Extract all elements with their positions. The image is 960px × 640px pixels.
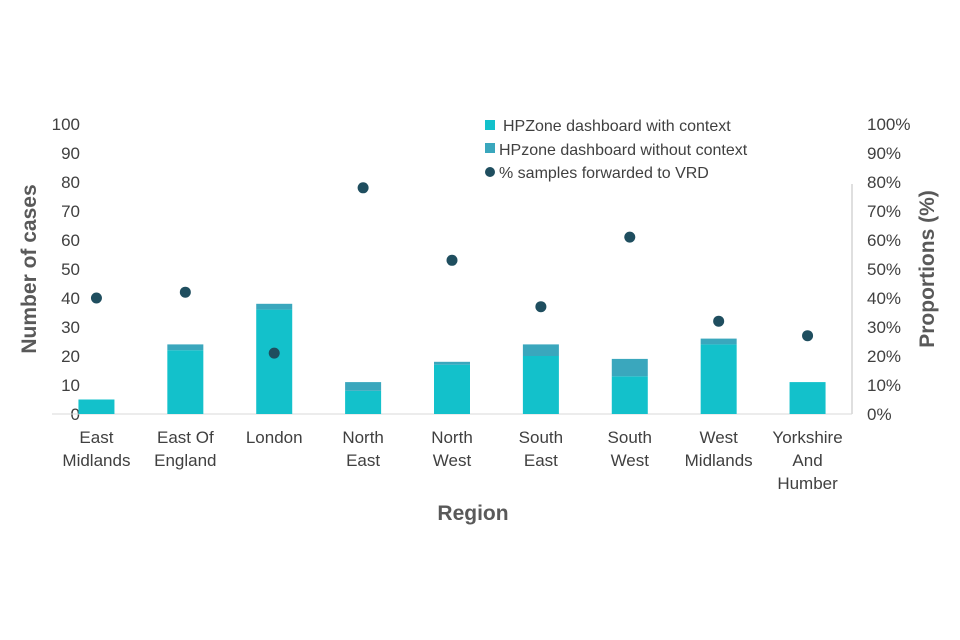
x-tick-label: East Midlands bbox=[62, 428, 130, 470]
y2-tick-label: 30% bbox=[867, 318, 901, 337]
bars bbox=[78, 303, 826, 414]
legend-label-with-context: HPZone dashboard with context bbox=[503, 118, 731, 135]
y2-tick-label: 60% bbox=[867, 231, 901, 250]
y2-tick-label: 50% bbox=[867, 260, 901, 279]
bar-without-context bbox=[522, 344, 559, 356]
legend-marker-vrd bbox=[485, 167, 495, 177]
bar-with-context bbox=[78, 399, 115, 414]
bar-with-context bbox=[522, 356, 559, 414]
x-tick-label: North West bbox=[431, 428, 473, 470]
y2-tick-label: 20% bbox=[867, 347, 901, 366]
point-vrd bbox=[357, 182, 369, 194]
bar-with-context bbox=[434, 364, 470, 414]
y-tick-label: 30 bbox=[61, 318, 80, 337]
point-vrd bbox=[713, 315, 725, 327]
point-vrd bbox=[268, 347, 280, 359]
bar-with-context bbox=[700, 344, 737, 414]
y-tick-label: 50 bbox=[61, 260, 80, 279]
x-tick-label: West Midlands bbox=[685, 428, 753, 470]
y-tick-label: 90 bbox=[61, 144, 80, 163]
y2-tick-label: 70% bbox=[867, 202, 901, 221]
bar-with-context bbox=[167, 350, 204, 414]
point-vrd bbox=[90, 292, 102, 304]
y2-axis-title: Proportions (%) bbox=[916, 190, 939, 348]
y-tick-label: 80 bbox=[61, 173, 80, 192]
bar-with-context bbox=[345, 390, 382, 414]
bar-without-context bbox=[700, 338, 737, 345]
bar-with-context bbox=[256, 309, 293, 414]
y2-tick-label: 80% bbox=[867, 173, 901, 192]
category-labels: East Midlands East Of England London North Eas… bbox=[62, 428, 842, 493]
y-tick-label: 70 bbox=[61, 202, 80, 221]
x-tick-label: North East bbox=[342, 428, 384, 470]
x-axis-title: Region bbox=[437, 502, 508, 525]
y2-axis-ticks: 0% 10% 20% 30% 40% 50% 60% 70% 80% 90% 100% bbox=[867, 115, 910, 424]
bar-without-context bbox=[256, 303, 293, 310]
x-tick-label: East Of England bbox=[154, 428, 216, 470]
legend-label-vrd: % samples forwarded to VRD bbox=[499, 165, 709, 182]
point-vrd bbox=[179, 286, 191, 298]
y-tick-label: 20 bbox=[61, 347, 80, 366]
bar-without-context bbox=[434, 361, 470, 365]
bar-without-context bbox=[167, 344, 204, 351]
point-vrd bbox=[446, 254, 458, 266]
y2-tick-label: 90% bbox=[867, 144, 901, 163]
point-vrd bbox=[802, 330, 814, 342]
bar-without-context bbox=[345, 382, 382, 391]
legend: HPZone dashboard with context HPzone das… bbox=[485, 118, 748, 182]
y-tick-label: 100 bbox=[52, 115, 80, 134]
bar-with-context bbox=[789, 382, 826, 414]
x-tick-label: South West bbox=[608, 428, 652, 470]
y-tick-label: 60 bbox=[61, 231, 80, 250]
legend-swatch-without-context bbox=[485, 143, 495, 153]
bar-without-context bbox=[611, 358, 648, 377]
x-tick-label: South East bbox=[519, 428, 563, 470]
y2-tick-label: 0% bbox=[867, 405, 892, 424]
point-vrd bbox=[624, 231, 636, 243]
point-vrd bbox=[535, 301, 547, 313]
y-tick-label: 10 bbox=[61, 376, 80, 395]
y-axis-title: Number of cases bbox=[18, 184, 41, 353]
y2-tick-label: 100% bbox=[867, 115, 910, 134]
legend-label-without-context: HPzone dashboard without context bbox=[499, 142, 748, 159]
x-tick-label: Yorkshire And Humber bbox=[772, 428, 842, 493]
points bbox=[90, 182, 814, 359]
y2-tick-label: 10% bbox=[867, 376, 901, 395]
y2-tick-label: 40% bbox=[867, 289, 901, 308]
legend-swatch-with-context bbox=[485, 120, 495, 130]
y-tick-label: 40 bbox=[61, 289, 80, 308]
x-tick-label: London bbox=[246, 428, 303, 447]
bar-with-context bbox=[611, 376, 648, 414]
